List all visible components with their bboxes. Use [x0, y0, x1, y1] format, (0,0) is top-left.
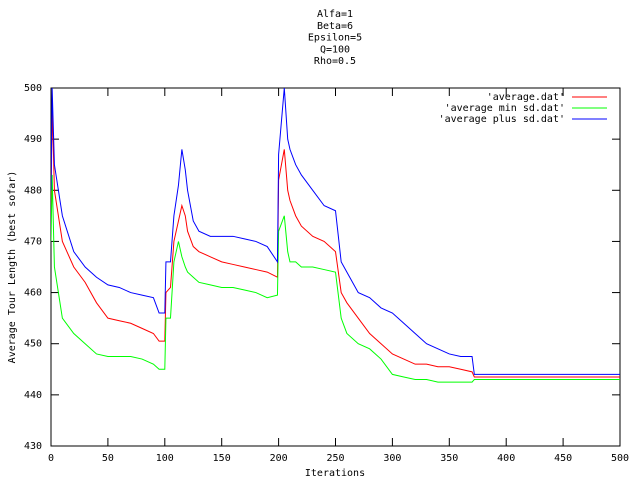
y-tick-label: 480 [24, 185, 42, 196]
data-line [51, 103, 620, 378]
y-tick-label: 500 [24, 83, 42, 94]
data-line [51, 88, 620, 375]
legend-label: 'average plus sd.dat' [439, 114, 565, 125]
x-tick-label: 50 [102, 453, 114, 464]
y-tick-label: 430 [24, 441, 42, 452]
x-tick-label: 500 [611, 453, 629, 464]
y-tick-label: 450 [24, 339, 42, 350]
x-tick-label: 200 [270, 453, 288, 464]
chart-title: Epsilon=5 [308, 33, 362, 44]
y-tick-label: 460 [24, 288, 42, 299]
x-tick-label: 450 [554, 453, 572, 464]
plot-frame [50, 87, 621, 447]
x-tick-label: 350 [440, 453, 458, 464]
x-tick-label: 100 [156, 453, 174, 464]
data-line [51, 174, 620, 383]
x-axis-label: Iterations [305, 468, 365, 479]
legend-label: 'average min sd.dat' [445, 103, 565, 114]
x-tick-label: 300 [383, 453, 401, 464]
x-tick-label: 150 [213, 453, 231, 464]
y-tick-label: 490 [24, 134, 42, 145]
legend-label: 'average.dat' [487, 92, 565, 103]
y-tick-label: 470 [24, 236, 42, 247]
chart-title: Rho=0.5 [314, 56, 356, 67]
y-tick-label: 440 [24, 390, 42, 401]
plot-area [51, 88, 620, 383]
chart-title: Beta=6 [317, 21, 353, 32]
x-tick-label: 250 [326, 453, 344, 464]
chart-title: Alfa=1 [317, 9, 353, 20]
y-axis-label: Average Tour Length (best sofar) [7, 171, 18, 364]
chart-title: Q=100 [320, 44, 350, 55]
x-tick-label: 400 [497, 453, 515, 464]
x-tick-label: 0 [48, 453, 54, 464]
